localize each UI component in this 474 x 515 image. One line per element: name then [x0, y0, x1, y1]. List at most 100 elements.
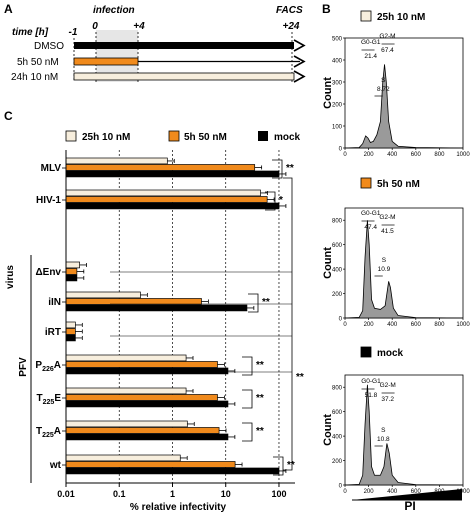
- timeline-row-24h-bar: [73, 72, 295, 81]
- histogram-legend-label: 25h 10 nM: [377, 12, 425, 23]
- histogram-x-tick-label: 200: [364, 322, 375, 328]
- bar: [65, 274, 78, 282]
- histogram-y-label: Count: [322, 414, 334, 446]
- histogram-y-tick-label: 800: [332, 386, 343, 392]
- y-axis-label: virus: [5, 265, 16, 289]
- histogram-legend-swatch: [360, 177, 372, 189]
- pi-axis-label: PI: [404, 499, 415, 513]
- timeline-row-5h-arrow: [293, 55, 306, 68]
- bar: [65, 298, 202, 305]
- gate-g0g1-value: 47.4: [364, 224, 377, 231]
- bar: [65, 157, 168, 165]
- panel-label-c: C: [4, 109, 13, 123]
- legend-label-mock: mock: [274, 132, 301, 143]
- bar: [65, 361, 218, 368]
- histogram-y-label: Count: [322, 77, 334, 109]
- histogram-y-tick-label: 800: [332, 219, 343, 225]
- gate-g2m-label: G2-M: [379, 214, 395, 221]
- significance-label: **: [262, 297, 270, 308]
- significance-bracket: [242, 422, 253, 442]
- tick-label-0: 0: [92, 21, 98, 32]
- gate-g0g1-label: G0-G1: [361, 39, 381, 46]
- pfv-group-label: PFV: [18, 357, 29, 377]
- bar: [65, 420, 188, 428]
- histogram-x-tick-label: 800: [434, 322, 445, 328]
- category-label: T225A: [36, 426, 61, 439]
- gate-g2m-label: G2-M: [380, 382, 396, 389]
- bar-chart-x-ticks: 0.01 0.1 1 10 100: [57, 483, 286, 499]
- bar: [65, 461, 236, 468]
- gate-g0g1-value: 21.4: [364, 53, 377, 60]
- pi-wedge: [352, 489, 462, 500]
- bar: [65, 261, 80, 269]
- histogram-x-tick-label: 0: [343, 322, 347, 328]
- gate-g2m-label: G2-M: [379, 33, 395, 40]
- category-label: wt: [49, 460, 62, 471]
- histogram-x-tick-label: 0: [343, 152, 347, 158]
- tick-label-24: +24: [283, 21, 300, 32]
- infection-label: infection: [93, 5, 135, 16]
- time-label: time [h]: [12, 27, 49, 38]
- bar-chart-categories: MLV HIV-1 ΔEnv iIN iRT P226A T225E T225A wt: [35, 163, 66, 471]
- timeline-row-dmso-label: DMSO: [34, 41, 64, 52]
- bar: [65, 321, 76, 329]
- histogram-y-tick-label: 200: [332, 459, 343, 465]
- gate-s-value: 10.8: [377, 436, 390, 443]
- bar: [65, 433, 229, 441]
- histogram-curve: [344, 64, 464, 149]
- bar-chart-bars: [65, 157, 287, 475]
- bar: [65, 387, 187, 395]
- histogram-y-tick-label: 0: [339, 147, 343, 153]
- histogram-legend-swatch: [360, 10, 372, 22]
- tick-label-m1: -1: [69, 27, 78, 38]
- category-label: HIV-1: [36, 195, 61, 206]
- legend-swatch-25h: [65, 130, 77, 142]
- significance-bracket: [242, 389, 253, 409]
- bar: [65, 196, 268, 203]
- timeline-row-5h-bar: [73, 57, 139, 66]
- timeline-row-24h-arrow: [293, 70, 306, 83]
- category-label: iRT: [45, 327, 61, 338]
- gate-g0g1-label: G0-G1: [361, 210, 381, 217]
- significance-label: **: [256, 393, 264, 404]
- histogram-x-tick-label: 800: [434, 152, 445, 158]
- gate-s-value: 10.9: [378, 266, 391, 273]
- significance-bracket: [272, 159, 283, 179]
- x-tick-label: 0.01: [57, 489, 75, 499]
- gate-g0g1-label: G0-G1: [361, 378, 381, 385]
- histogram-x-tick-label: 1000: [456, 489, 470, 495]
- legend-label-5h: 5h 50 nM: [184, 132, 227, 143]
- bar: [65, 164, 256, 171]
- x-tick-label: 0.1: [113, 489, 126, 499]
- category-label: ΔEnv: [35, 267, 61, 278]
- histogram-y-tick-label: 0: [339, 484, 343, 490]
- significance-label: **: [287, 460, 295, 471]
- bar: [65, 304, 248, 312]
- timeline-row-dmso-bar: [74, 42, 294, 49]
- bar: [65, 291, 141, 299]
- x-tick-label: 1: [170, 489, 175, 499]
- significance-label: **: [256, 360, 264, 371]
- histogram-y-tick-label: 100: [332, 125, 343, 131]
- histogram-frame: [344, 207, 464, 319]
- significance-label: **: [296, 372, 304, 383]
- bar: [65, 394, 218, 401]
- histogram-x-tick-label: 600: [411, 322, 422, 328]
- legend-label-25h: 25h 10 nM: [82, 132, 130, 143]
- significance-label: **: [256, 426, 264, 437]
- x-tick-label: 100: [271, 489, 286, 499]
- bar: [65, 467, 280, 475]
- gate-g2m-value: 41.5: [381, 228, 394, 235]
- facs-histogram: 5h 50 nM Count 0 200 400 600 800 0 200 400 600 800 1…: [322, 177, 470, 328]
- histogram-y-tick-label: 400: [332, 435, 343, 441]
- x-tick-label: 10: [221, 489, 231, 499]
- significance-bracket: [283, 177, 293, 471]
- bar: [65, 202, 280, 210]
- histogram-y-tick-label: 600: [332, 410, 343, 416]
- histogram-frame: [344, 37, 464, 149]
- histogram-y-tick-label: 200: [332, 292, 343, 298]
- histogram-x-tick-label: 1000: [456, 322, 470, 328]
- histogram-y-tick-label: 500: [332, 37, 343, 43]
- legend-swatch-5h: [168, 130, 180, 142]
